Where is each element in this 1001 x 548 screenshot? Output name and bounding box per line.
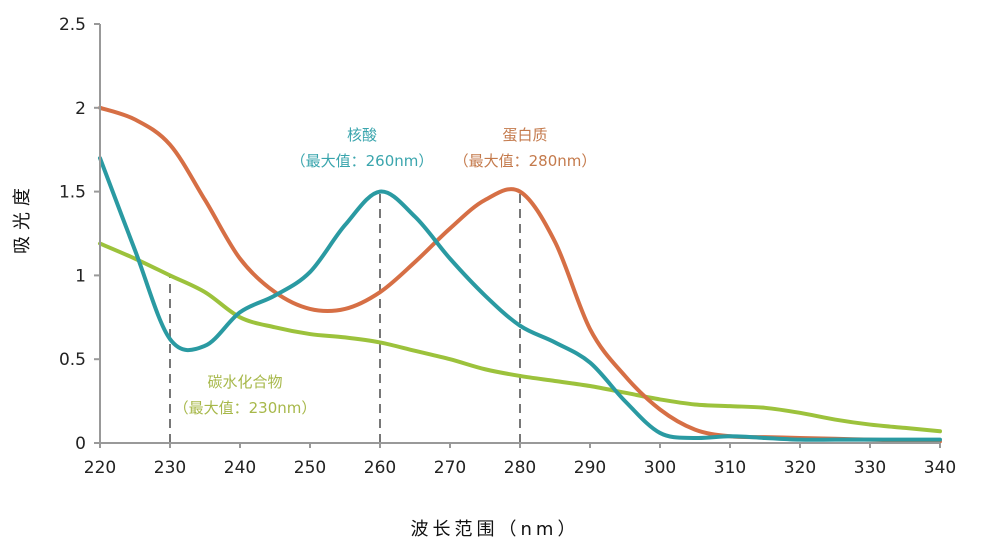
x-tick-label: 260 bbox=[364, 458, 396, 478]
x-tick-label: 270 bbox=[434, 458, 466, 478]
y-tick-label: 0 bbox=[75, 434, 86, 454]
y-tick-label: 1 bbox=[75, 266, 86, 286]
y-tick-label: 2 bbox=[75, 99, 86, 119]
y-tick-label: 0.5 bbox=[59, 350, 86, 370]
y-axis-label: 吸光度 bbox=[12, 182, 33, 254]
x-tick-label: 310 bbox=[714, 458, 746, 478]
nucleic-acid-annotation-max: （最大值：260nm） bbox=[291, 152, 434, 170]
x-tick-label: 300 bbox=[644, 458, 676, 478]
x-tick-label: 220 bbox=[84, 458, 116, 478]
carbohydrate-line bbox=[98, 241, 942, 434]
x-tick-label: 320 bbox=[784, 458, 816, 478]
carbohydrate-annotation-max: （最大值：230nm） bbox=[174, 399, 317, 417]
x-axis-label: 波长范围（nm） bbox=[411, 519, 580, 540]
x-tick-label: 340 bbox=[924, 458, 956, 478]
x-tick-label: 290 bbox=[574, 458, 606, 478]
y-tick-label: 1.5 bbox=[59, 183, 86, 203]
protein-annotation-title: 蛋白质 bbox=[502, 126, 547, 144]
nucleic-acid-annotation-title: 核酸 bbox=[347, 126, 377, 144]
y-tick-label: 2.5 bbox=[59, 15, 86, 35]
x-tick-label: 250 bbox=[294, 458, 326, 478]
nucleic-acid-line bbox=[98, 156, 942, 442]
protein-annotation-max: （最大值：280nm） bbox=[454, 152, 597, 170]
x-tick-label: 280 bbox=[504, 458, 536, 478]
x-tick-label: 240 bbox=[224, 458, 256, 478]
x-tick-label: 330 bbox=[854, 458, 886, 478]
carbohydrate-annotation-title: 碳水化合物 bbox=[207, 373, 282, 391]
x-tick-label: 230 bbox=[154, 458, 186, 478]
